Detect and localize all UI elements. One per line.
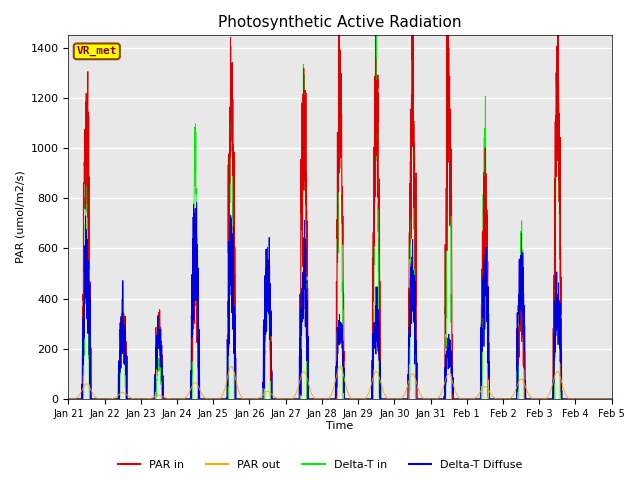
- PAR in: [462, 396, 470, 402]
- PAR out: [320, 396, 328, 402]
- Delta-T in: [162, 396, 170, 402]
- Legend: PAR in, PAR out, Delta-T in, Delta-T Diffuse: PAR in, PAR out, Delta-T in, Delta-T Dif…: [113, 456, 527, 474]
- PAR in: [493, 396, 500, 402]
- Delta-T Diffuse: [193, 200, 200, 205]
- Delta-T Diffuse: [493, 396, 500, 402]
- PAR out: [432, 396, 440, 402]
- PAR in: [320, 396, 328, 402]
- Delta-T in: [432, 396, 440, 402]
- Text: VR_met: VR_met: [77, 46, 117, 57]
- Delta-T in: [65, 396, 72, 402]
- Line: PAR out: PAR out: [68, 366, 612, 399]
- Delta-T Diffuse: [65, 396, 72, 402]
- PAR out: [608, 396, 616, 402]
- Line: PAR in: PAR in: [68, 0, 612, 399]
- PAR in: [162, 396, 170, 402]
- PAR out: [227, 363, 235, 369]
- Delta-T in: [608, 396, 616, 402]
- Y-axis label: PAR (umol/m2/s): PAR (umol/m2/s): [15, 171, 25, 264]
- Delta-T in: [320, 396, 328, 402]
- Title: Photosynthetic Active Radiation: Photosynthetic Active Radiation: [218, 15, 462, 30]
- PAR out: [65, 396, 72, 402]
- PAR out: [607, 396, 615, 402]
- Delta-T Diffuse: [608, 396, 616, 402]
- Delta-T Diffuse: [462, 396, 470, 402]
- X-axis label: Time: Time: [326, 421, 354, 432]
- Line: Delta-T in: Delta-T in: [68, 34, 612, 399]
- Delta-T in: [607, 396, 615, 402]
- Delta-T Diffuse: [162, 396, 170, 402]
- PAR in: [607, 396, 615, 402]
- PAR out: [493, 396, 500, 402]
- PAR in: [608, 396, 616, 402]
- PAR in: [432, 396, 440, 402]
- PAR out: [462, 396, 470, 402]
- Delta-T Diffuse: [320, 396, 328, 402]
- Delta-T Diffuse: [432, 396, 440, 402]
- Delta-T in: [372, 31, 380, 36]
- Delta-T in: [462, 396, 470, 402]
- Delta-T Diffuse: [607, 396, 615, 402]
- PAR in: [65, 396, 72, 402]
- Line: Delta-T Diffuse: Delta-T Diffuse: [68, 203, 612, 399]
- PAR out: [162, 395, 170, 401]
- Delta-T in: [493, 396, 500, 402]
